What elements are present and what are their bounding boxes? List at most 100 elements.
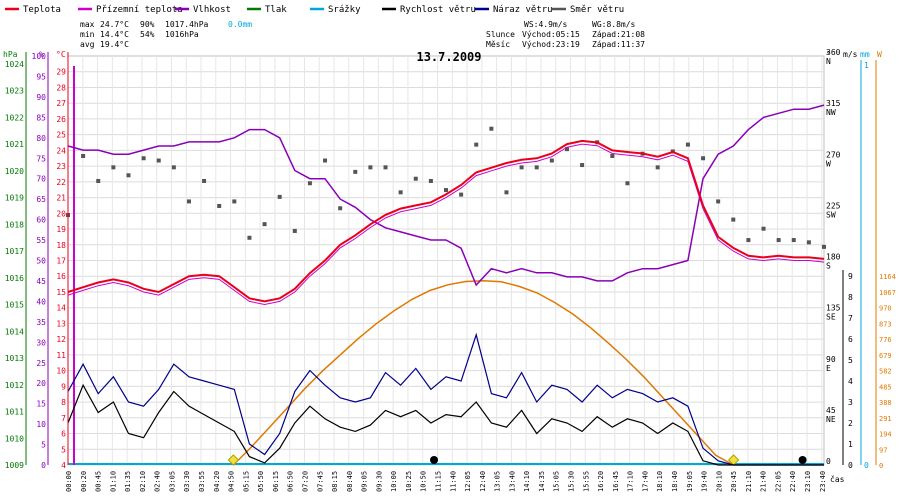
temp-tick-label: 9	[61, 382, 66, 391]
wind-dir-dot	[111, 165, 116, 170]
temp-tick-label: 15	[56, 288, 66, 297]
wind-dir-dot	[186, 199, 191, 204]
time-tick-label: 17:40	[641, 471, 649, 492]
solar-tick-label: 1067	[879, 289, 896, 297]
stats-temp: 19.4°C	[100, 40, 129, 49]
time-tick-label: 18:10	[656, 471, 664, 492]
wind-dir-dot	[338, 206, 343, 211]
moonset-marker	[430, 456, 439, 464]
wind-tick-label: 9	[848, 272, 853, 281]
wind-dir-dot	[776, 238, 781, 243]
time-tick-label: 00:00	[65, 471, 73, 492]
pct-tick-label: 50	[36, 257, 46, 266]
dir-tick-degree: 270	[826, 150, 841, 159]
wind-dir-dot	[383, 165, 388, 170]
wind-dir-dot	[413, 176, 418, 181]
wind-dir-dot	[277, 194, 282, 199]
hpa-tick-label: 1018	[5, 220, 24, 229]
temp-tick-label: 29	[56, 68, 66, 77]
hpa-tick-label: 1021	[5, 140, 24, 149]
temp-axis-unit: °C	[56, 50, 66, 59]
wind-dir-dot	[610, 153, 615, 158]
wind-dir-dot	[444, 188, 448, 193]
wind-dir-dot	[701, 156, 706, 161]
time-tick-label: 12:05	[464, 471, 472, 492]
wind-tick-label: 8	[848, 293, 853, 302]
wind-dir-dot	[761, 226, 766, 231]
temp-tick-label: 16	[56, 272, 66, 281]
wind-dir-dot	[96, 178, 101, 183]
stats-pressure: 1017.4hPa	[165, 20, 209, 29]
hpa-tick-label: 1012	[5, 381, 24, 390]
pct-tick-label: 15	[36, 400, 46, 409]
time-tick-label: 01:35	[124, 471, 132, 492]
wind-dir-dot	[202, 178, 207, 183]
time-tick-label: 19:40	[701, 471, 709, 492]
wind-tick-label: 4	[848, 377, 853, 386]
stats-block: max 24.7°C 90% 1017.4hPa 0.0mm min 14.4°C 54% 10…	[80, 20, 645, 49]
wind-dir-dot	[625, 181, 630, 186]
rain-tick-label: 0	[864, 461, 869, 470]
dir-tick-label: W	[826, 159, 831, 168]
time-tick-label: 06:15	[272, 471, 280, 492]
stats-humidity: 54%	[140, 30, 155, 39]
hpa-tick-label: 1022	[5, 113, 24, 122]
time-tick-label: 17:10	[627, 471, 635, 492]
hpa-tick-label: 1024	[5, 60, 24, 69]
wind-dir-dot	[353, 169, 358, 174]
time-tick-label: 07:45	[316, 471, 324, 492]
time-tick-label: 04:50	[228, 471, 236, 492]
hpa-tick-label: 1014	[5, 327, 24, 336]
wind-dir-dot	[428, 178, 433, 183]
temp-tick-label: 13	[56, 319, 66, 328]
sun-rise: Východ:05:15	[522, 30, 580, 39]
wind-dir-dot	[474, 142, 479, 147]
wind-dir-dot	[534, 165, 539, 170]
solar-tick-label: 388	[879, 399, 892, 407]
wind-dir-dot	[247, 235, 252, 240]
wind-dir-dot	[564, 147, 569, 152]
solar-tick-label: 873	[879, 320, 892, 328]
time-tick-label: 02:40	[154, 471, 162, 492]
pct-tick-label: 100	[32, 52, 47, 61]
wind-dir-dot	[504, 190, 509, 195]
time-tick-label: 11:15	[435, 471, 443, 492]
pct-tick-label: 45	[36, 277, 46, 286]
wind-gust-line	[67, 332, 824, 466]
temp-tick-label: 21	[56, 194, 66, 203]
time-tick-label: 12:40	[479, 471, 487, 492]
pct-tick-label: 60	[36, 216, 46, 225]
solar-tick-label: 582	[879, 368, 892, 376]
temp-tick-label: 27	[56, 99, 66, 108]
wind-dir-dot	[519, 165, 524, 170]
pct-tick-label: 40	[36, 297, 46, 306]
pct-tick-label: 85	[36, 113, 46, 122]
temp-tick-label: 6	[61, 430, 66, 439]
pct-axis-unit: %	[39, 50, 44, 59]
wind-tick-label: 3	[848, 398, 853, 407]
legend-label: Směr větru	[570, 5, 624, 15]
wind-dir-dot	[791, 238, 796, 243]
pct-tick-label: 10	[36, 420, 46, 429]
dir-tick-label: S	[826, 262, 831, 271]
dir-tick-degree: 180	[826, 253, 841, 262]
solar-tick-label: 291	[879, 415, 892, 423]
moon-label: Měsíc	[486, 40, 510, 49]
dir-tick-degree: 360	[826, 48, 841, 57]
pct-tick-label: 55	[36, 236, 46, 245]
time-tick-label: 11:40	[449, 471, 457, 492]
wind-dir-dot	[323, 158, 328, 163]
time-tick-label: 21:40	[760, 471, 768, 492]
time-tick-label: 14:35	[538, 471, 546, 492]
temp-tick-label: 26	[56, 115, 66, 124]
stats-label: max	[80, 20, 95, 29]
time-tick-label: 22:05	[774, 471, 782, 492]
wind-tick-label: 6	[848, 335, 853, 344]
wind-dir-dot	[655, 165, 660, 170]
hpa-tick-label: 1015	[5, 301, 24, 310]
pct-tick-label: 30	[36, 338, 46, 347]
stats-wg: WG:8.8m/s	[592, 20, 636, 29]
hpa-tick-label: 1013	[5, 354, 24, 363]
temp-tick-label: 24	[56, 146, 66, 155]
